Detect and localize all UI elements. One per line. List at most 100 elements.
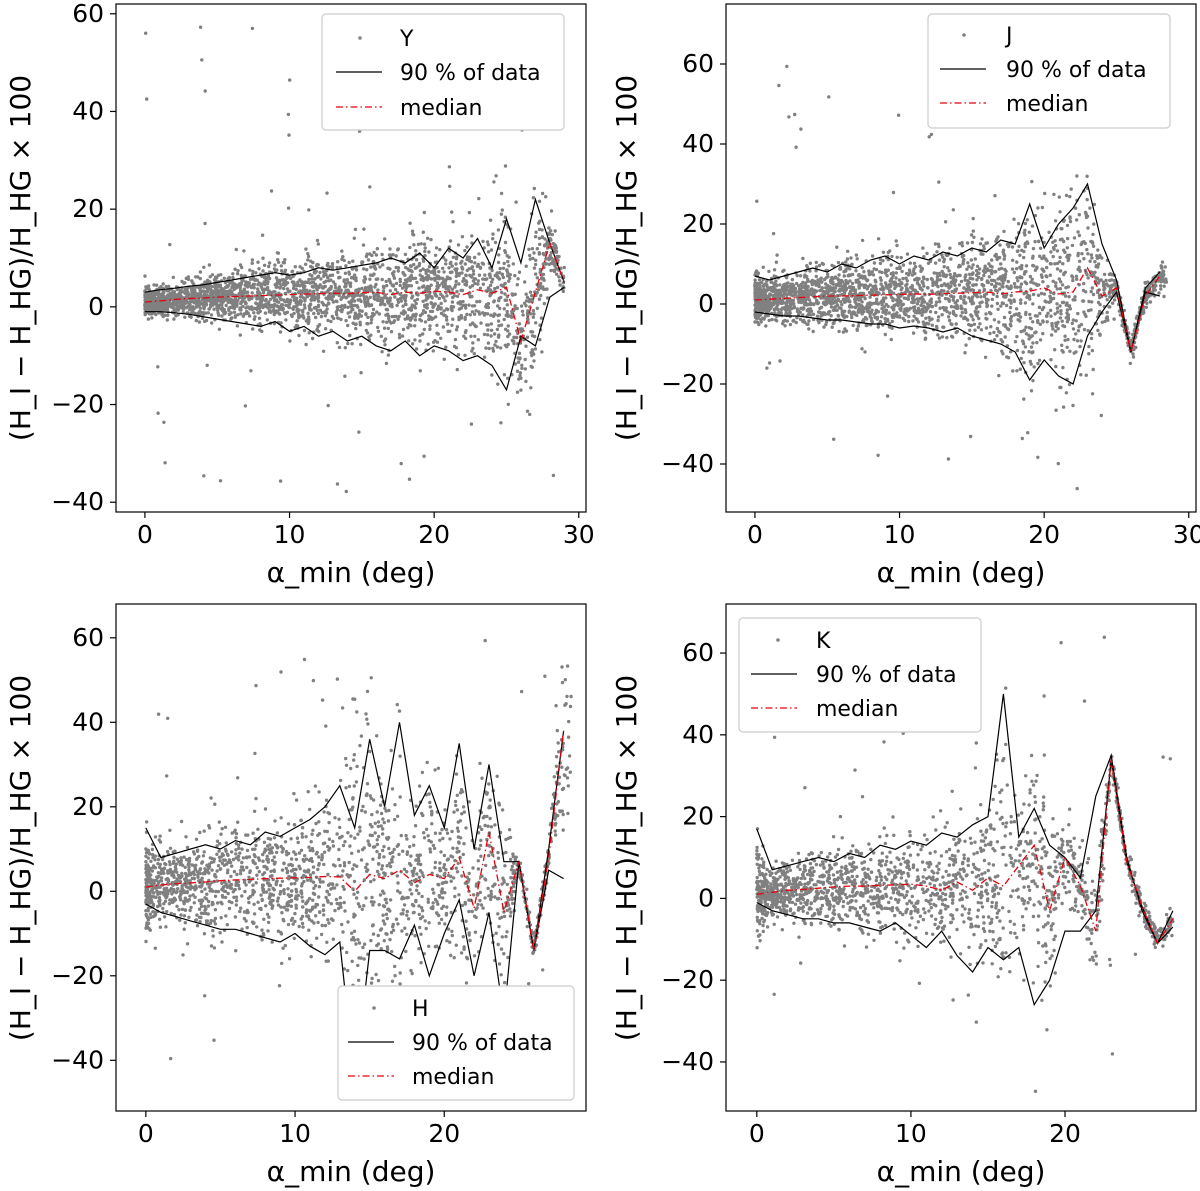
scatter-point: [357, 430, 361, 434]
scatter-point: [257, 316, 262, 320]
scatter-point: [498, 266, 502, 271]
scatter-point: [770, 317, 774, 322]
scatter-point: [336, 260, 340, 264]
scatter-point: [483, 277, 488, 282]
scatter-point: [202, 319, 207, 324]
scatter-point: [470, 310, 475, 314]
scatter-point: [894, 276, 898, 280]
scatter-point: [870, 319, 874, 323]
scatter-point: [291, 295, 295, 299]
scatter-point: [1157, 291, 1161, 295]
scatter-point: [150, 316, 154, 320]
scatter-point: [453, 285, 457, 289]
scatter-point: [288, 78, 292, 82]
scatter-point: [1050, 324, 1054, 328]
scatter-point: [323, 284, 327, 289]
scatter-point: [1108, 272, 1113, 276]
scatter-point: [204, 285, 208, 289]
scatter-point: [205, 363, 209, 367]
scatter-point: [260, 233, 265, 237]
scatter-point: [429, 237, 433, 242]
scatter-point: [198, 25, 203, 29]
scatter-point: [995, 257, 999, 262]
scatter-point: [414, 312, 418, 316]
scatter-point: [934, 310, 938, 315]
scatter-point: [517, 270, 522, 274]
scatter-point: [285, 287, 290, 291]
scatter-point: [222, 276, 226, 280]
scatter-point: [496, 260, 501, 265]
scatter-point: [791, 298, 796, 303]
scatter-point: [307, 208, 311, 212]
scatter-point: [1159, 287, 1163, 291]
scatter-point: [1025, 218, 1030, 222]
scatter-point: [292, 283, 296, 288]
scatter-point: [837, 273, 841, 277]
scatter-point: [513, 292, 517, 296]
scatter-point: [442, 357, 446, 361]
scatter-point: [337, 293, 341, 298]
scatter-point: [541, 251, 545, 256]
scatter-point: [479, 321, 483, 325]
scatter-point: [394, 254, 398, 258]
scatter-point: [496, 319, 501, 323]
scatter-point: [499, 421, 503, 425]
scatter-point: [1043, 191, 1047, 196]
scatter-point: [1024, 325, 1028, 329]
scatter-point: [960, 255, 965, 259]
scatter-point: [878, 261, 883, 266]
scatter-point: [190, 279, 194, 283]
scatter-point: [274, 276, 279, 280]
scatter-point: [197, 320, 202, 324]
scatter-point: [911, 319, 915, 323]
scatter-point: [461, 299, 465, 304]
scatter-point: [404, 265, 408, 270]
scatter-point: [165, 308, 169, 312]
scatter-point: [459, 288, 463, 293]
scatter-point: [798, 274, 803, 278]
scatter-point: [307, 277, 311, 282]
scatter-point: [163, 295, 167, 299]
scatter-point: [393, 295, 397, 299]
scatter-point: [899, 255, 903, 260]
scatter-point: [414, 347, 419, 351]
scatter-point: [399, 461, 403, 466]
scatter-point: [336, 305, 340, 309]
scatter-point: [927, 135, 931, 139]
scatter-point: [477, 196, 481, 201]
scatter-point: [940, 335, 945, 339]
scatter-point: [805, 302, 809, 307]
scatter-point: [385, 283, 389, 288]
scatter-point: [1049, 358, 1053, 362]
scatter-point: [286, 112, 291, 117]
scatter-point: [308, 308, 312, 312]
scatter-point: [942, 265, 946, 269]
scatter-point: [428, 309, 433, 314]
scatter-point: [497, 324, 501, 328]
scatter-point: [857, 306, 862, 310]
scatter-point: [540, 191, 545, 196]
scatter-point: [316, 274, 321, 278]
scatter-point: [481, 282, 485, 286]
scatter-point: [325, 191, 329, 195]
scatter-point: [1023, 312, 1028, 317]
scatter-point: [913, 265, 918, 269]
scatter-point: [423, 304, 427, 309]
scatter-point: [503, 240, 508, 245]
scatter-point: [962, 298, 966, 302]
scatter-point: [1068, 215, 1072, 219]
scatter-point: [323, 271, 327, 275]
scatter-point: [148, 311, 152, 316]
scatter-point: [410, 229, 415, 233]
scatter-point: [517, 322, 521, 326]
scatter-point: [354, 268, 359, 272]
scatter-point: [474, 309, 478, 313]
scatter-point: [863, 315, 868, 320]
scatter-point: [870, 254, 875, 258]
scatter-point: [1063, 294, 1068, 298]
scatter-point: [1024, 264, 1029, 268]
scatter-point: [920, 313, 924, 317]
scatter-point: [326, 403, 330, 408]
scatter-point: [809, 309, 814, 313]
scatter-point: [161, 282, 165, 286]
